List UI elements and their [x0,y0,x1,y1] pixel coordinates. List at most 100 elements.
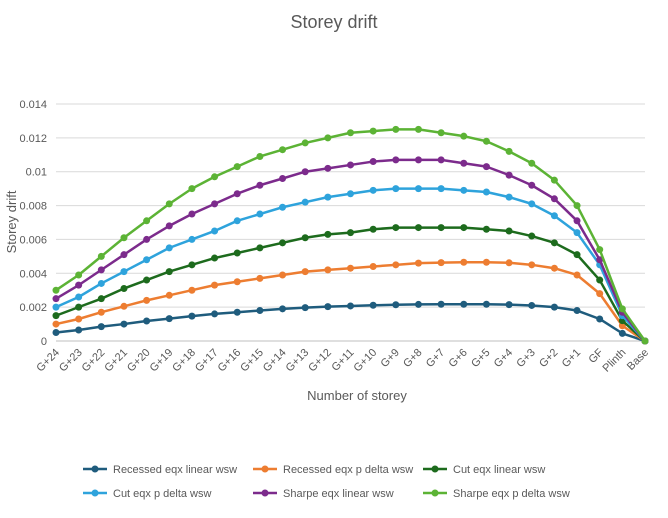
legend-item: Recessed eqx p delta wsw [253,464,413,476]
data-point [143,317,151,325]
data-point [573,202,581,210]
y-axis-title: Storey drift [4,190,19,253]
data-point [482,137,490,145]
data-point [596,276,604,284]
data-point [528,232,536,240]
data-point [188,286,196,294]
data-point [392,185,400,193]
data-point [573,307,581,315]
data-point [392,261,400,269]
data-point [165,222,173,230]
data-point [460,159,468,167]
legend-swatch-marker [431,465,439,473]
data-point [392,224,400,232]
data-point [347,229,354,237]
legend-label: Cut eqx p delta wsw [113,488,211,500]
data-point [143,276,151,284]
data-point [279,305,287,313]
data-point [324,164,332,172]
y-tick-label: 0.012 [19,133,47,145]
legend-item: Cut eqx p delta wsw [83,488,211,500]
data-point [414,300,422,308]
series [52,125,649,345]
data-point [233,163,241,171]
data-point [437,185,445,193]
data-point [256,307,264,315]
data-point [414,156,422,164]
data-point [75,281,83,289]
data-point [97,308,105,316]
legend-label: Recessed eqx p delta wsw [283,464,413,476]
data-point [573,271,581,279]
data-point [573,229,581,237]
data-point [618,329,626,337]
data-point [392,125,400,133]
series [52,258,649,345]
data-point [550,212,558,220]
data-point [347,264,354,272]
data-point [482,188,490,196]
data-point [482,300,490,308]
series-group [52,125,649,345]
legend-label: Sharpe eqx p delta wsw [453,488,570,500]
data-point [188,312,196,320]
data-point [324,230,332,238]
data-point [279,146,287,154]
data-point [120,251,128,259]
data-point [573,251,581,259]
y-tick-label: 0.004 [19,268,47,280]
data-point [550,303,558,311]
legend-item: Sharpe eqx p delta wsw [423,488,570,500]
data-point [301,268,309,276]
y-tick-label: 0 [41,336,47,348]
legend-label: Cut eqx linear wsw [453,464,545,476]
data-point [324,134,332,142]
data-point [505,193,513,201]
data-point [460,186,468,194]
legend-item: Sharpe eqx linear wsw [253,488,394,500]
data-point [324,193,332,201]
data-point [279,271,287,279]
data-point [505,227,513,235]
data-point [233,278,241,286]
y-tick-label: 0.008 [19,201,47,213]
data-point [165,268,173,276]
data-point [211,200,219,208]
data-point [550,239,558,247]
data-point [256,274,264,282]
data-point [97,279,105,287]
data-point [437,259,445,267]
data-point [437,224,445,232]
data-point [188,261,196,269]
data-point [369,301,377,309]
data-point [324,303,332,311]
data-point [414,185,422,193]
data-point [369,225,377,233]
x-axis-title: Number of storey [307,388,407,403]
data-point [460,224,468,232]
data-point [233,308,241,316]
data-point [188,185,196,193]
data-point [505,301,513,309]
data-point [437,129,445,137]
data-point [75,271,83,279]
legend-swatch-marker [91,465,99,473]
data-point [618,322,626,330]
data-point [256,210,264,218]
data-point [188,210,196,218]
data-point [369,127,377,135]
data-point [120,320,128,328]
data-point [347,129,354,137]
legend-swatch-marker [261,465,269,473]
data-point [414,224,422,232]
data-point [641,337,649,345]
data-point [97,295,105,303]
data-point [324,266,332,274]
data-point [165,315,173,323]
data-point [143,217,151,225]
y-tick-label: 0.002 [19,302,47,314]
data-point [165,291,173,299]
legend-swatch-marker [431,489,439,497]
